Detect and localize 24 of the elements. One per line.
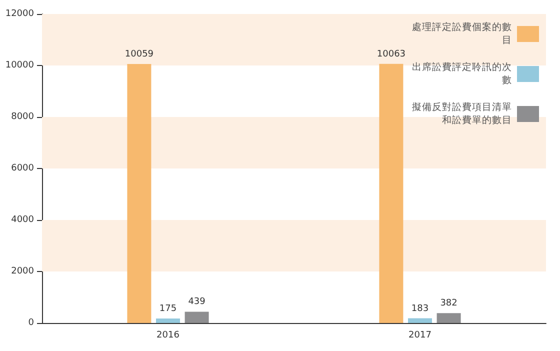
bar [436, 313, 461, 323]
y-tick-label: 2000 [11, 266, 34, 276]
bar [408, 318, 432, 323]
x-tick-label: 2016 [156, 330, 180, 340]
legend-label: 出席訟費評定聆訊的次數 [412, 61, 512, 86]
data-label: 382 [440, 298, 458, 309]
bar [379, 64, 404, 323]
data-label: 10063 [376, 49, 406, 60]
y-tick-label: 4000 [11, 215, 34, 225]
legend-label: 處理評定訟費個案的數目 [412, 21, 512, 46]
bar [156, 318, 180, 323]
y-tick-label: 6000 [11, 164, 34, 174]
data-label: 439 [188, 297, 206, 308]
bar [127, 64, 152, 323]
x-tick-label: 2017 [408, 330, 432, 340]
data-label: 183 [411, 304, 429, 314]
y-tick-label: 12000 [5, 9, 34, 19]
data-label: 10059 [124, 49, 154, 60]
y-tick-label: 10000 [5, 60, 34, 70]
legend-label: 擬備反對訟費項目清單和訟費單的數目 [412, 101, 512, 126]
y-tick-label: 0 [28, 318, 34, 328]
bar [184, 312, 209, 323]
data-label: 175 [159, 304, 177, 314]
y-tick-label: 8000 [11, 112, 34, 122]
